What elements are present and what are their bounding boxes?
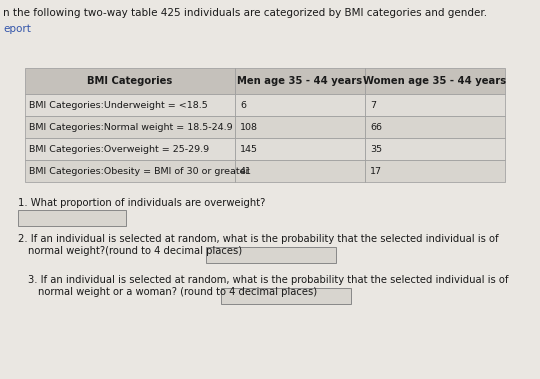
- Text: BMI Categories:Underweight = <18.5: BMI Categories:Underweight = <18.5: [29, 100, 208, 110]
- Bar: [235, 160, 365, 182]
- Text: n the following two-way table 425 individuals are categorized by BMI categories : n the following two-way table 425 indivi…: [3, 8, 487, 18]
- Bar: [206, 247, 336, 263]
- Bar: [365, 116, 505, 138]
- Text: BMI Categories:Obesity = BMI of 30 or greater: BMI Categories:Obesity = BMI of 30 or gr…: [29, 166, 249, 175]
- Bar: [235, 116, 365, 138]
- Bar: [365, 160, 505, 182]
- Text: normal weight or a woman? (round to 4 decimal places): normal weight or a woman? (round to 4 de…: [38, 287, 317, 297]
- Text: 1. What proportion of individuals are overweight?: 1. What proportion of individuals are ov…: [18, 198, 265, 208]
- Bar: [25, 116, 235, 138]
- Text: 145: 145: [240, 144, 258, 153]
- Bar: [25, 138, 235, 160]
- Text: 66: 66: [370, 122, 382, 132]
- Text: 41: 41: [240, 166, 252, 175]
- Bar: [18, 210, 126, 226]
- Bar: [235, 94, 365, 116]
- Bar: [221, 288, 351, 304]
- Text: 7: 7: [370, 100, 376, 110]
- Bar: [235, 138, 365, 160]
- Text: BMI Categories:Overweight = 25-29.9: BMI Categories:Overweight = 25-29.9: [29, 144, 209, 153]
- Bar: [25, 160, 235, 182]
- Text: 17: 17: [370, 166, 382, 175]
- Bar: [365, 68, 505, 94]
- Text: Men age 35 - 44 years: Men age 35 - 44 years: [238, 76, 362, 86]
- Bar: [365, 94, 505, 116]
- Text: 6: 6: [240, 100, 246, 110]
- Text: eport: eport: [3, 24, 31, 34]
- Text: normal weight?(round to 4 decimal places): normal weight?(round to 4 decimal places…: [28, 246, 242, 256]
- Bar: [365, 138, 505, 160]
- Bar: [235, 68, 365, 94]
- Text: BMI Categories:Normal weight = 18.5-24.9: BMI Categories:Normal weight = 18.5-24.9: [29, 122, 233, 132]
- Text: 3. If an individual is selected at random, what is the probability that the sele: 3. If an individual is selected at rando…: [28, 275, 509, 285]
- Text: BMI Categories: BMI Categories: [87, 76, 173, 86]
- Text: 35: 35: [370, 144, 382, 153]
- Bar: [25, 94, 235, 116]
- Bar: [25, 68, 235, 94]
- Text: Women age 35 - 44 years: Women age 35 - 44 years: [363, 76, 507, 86]
- Text: 108: 108: [240, 122, 258, 132]
- Text: 2. If an individual is selected at random, what is the probability that the sele: 2. If an individual is selected at rando…: [18, 234, 498, 244]
